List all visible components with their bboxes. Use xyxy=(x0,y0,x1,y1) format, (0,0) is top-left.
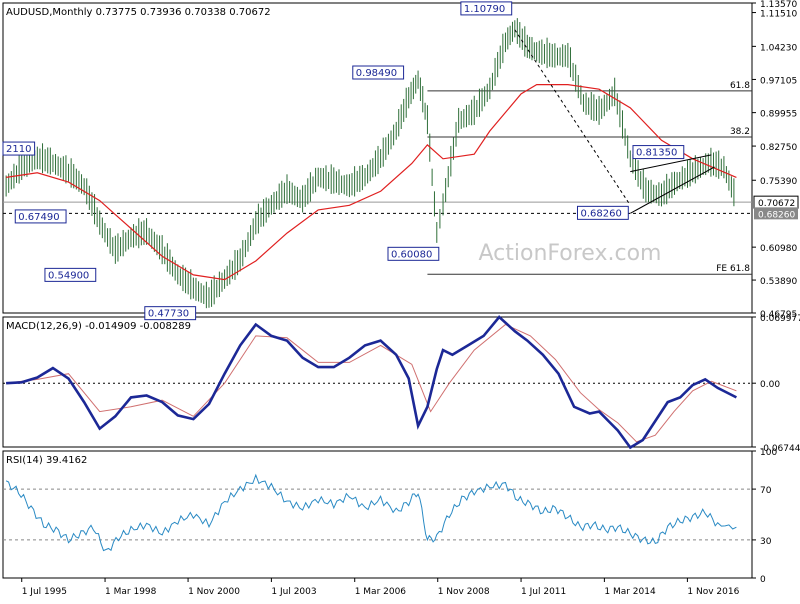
price-panel-title: AUDUSD,Monthly 0.73775 0.73936 0.70338 0… xyxy=(6,7,271,18)
price-annotation-box xyxy=(352,65,405,80)
trendline xyxy=(630,166,715,214)
watermark-text: ActionForex.com xyxy=(479,241,662,266)
price-annotation-box xyxy=(2,141,36,156)
price-annotation-box xyxy=(144,306,197,321)
support-price-label: 0.68260 xyxy=(758,210,795,220)
y-tick-label: 100 xyxy=(760,448,777,458)
y-tick-label: 0.89955 xyxy=(760,110,797,120)
y-tick-label: 70 xyxy=(760,486,772,496)
price-annotation-label: 0.98490 xyxy=(356,68,397,79)
x-tick-label: 1 Nov 2000 xyxy=(188,587,240,597)
rsi-panel-title: RSI(14) 39.4162 xyxy=(6,455,87,466)
y-tick-label: 0.97105 xyxy=(760,76,797,86)
y-tick-label: 1.13570 xyxy=(760,0,797,10)
fib-level-label: FE 61.8 xyxy=(716,264,750,274)
fib-level-label: 61.8 xyxy=(730,81,750,91)
y-tick-label: 0.00 xyxy=(760,380,780,390)
price-annotation-box xyxy=(460,1,513,16)
price-annotation-label: 2110 xyxy=(6,144,31,155)
price-annotation-box xyxy=(576,205,629,220)
price-annotation-label: 0.68260 xyxy=(580,208,621,219)
price-annotation-label: 1.10790 xyxy=(464,4,505,15)
y-tick-label: 0.82750 xyxy=(760,143,797,153)
x-tick-label: 1 Jul 2003 xyxy=(271,587,316,597)
y-tick-label: 1.04230 xyxy=(760,43,797,53)
fib-level-label: 38.2 xyxy=(730,127,750,137)
support-price-tag xyxy=(754,207,798,220)
y-tick-label: 0.069977 xyxy=(760,314,800,324)
y-tick-label: 0.46795 xyxy=(760,310,797,320)
y-tick-label: 0.60980 xyxy=(760,244,797,254)
trendline xyxy=(514,29,631,206)
price-annotation-box xyxy=(44,267,97,282)
panel-frame xyxy=(2,316,753,448)
panel-frame xyxy=(2,2,753,314)
y-tick-label: 1.11510 xyxy=(760,10,797,20)
price-annotation-box xyxy=(632,145,685,160)
price-annotation-label: 0.60080 xyxy=(391,249,432,260)
x-tick-label: 1 Nov 2008 xyxy=(438,587,490,597)
x-tick-label: 1 Mar 2014 xyxy=(604,587,656,597)
price-annotation-label: 0.81350 xyxy=(636,148,677,159)
sma-line xyxy=(6,84,737,281)
rsi-line xyxy=(5,473,737,552)
price-annotation-box xyxy=(14,209,67,224)
trendline xyxy=(630,154,712,173)
price-annotation-label: 0.54900 xyxy=(48,270,89,281)
y-tick-label: 30 xyxy=(760,537,772,547)
current-price-label: 0.70672 xyxy=(758,199,795,209)
price-annotation-label: 0.47730 xyxy=(148,309,189,320)
y-tick-label: 0 xyxy=(760,575,766,585)
x-tick-label: 1 Mar 1998 xyxy=(105,587,157,597)
x-tick-label: 1 Nov 2016 xyxy=(687,587,739,597)
x-tick-label: 1 Mar 2006 xyxy=(355,587,407,597)
panel-frame xyxy=(2,450,753,579)
price-annotation-label: 0.67490 xyxy=(18,212,59,223)
x-tick-label: 1 Jul 1995 xyxy=(22,587,67,597)
y-tick-label: 0.53890 xyxy=(760,277,797,287)
x-tick-label: 1 Jul 2011 xyxy=(521,587,566,597)
price-annotation-box xyxy=(387,246,440,261)
macd-line xyxy=(6,315,737,450)
y-tick-label: -0.067448 xyxy=(760,444,800,454)
macd-panel-title: MACD(12,26,9) -0.014909 -0.008289 xyxy=(6,321,191,332)
y-tick-label: 0.75390 xyxy=(760,177,797,187)
